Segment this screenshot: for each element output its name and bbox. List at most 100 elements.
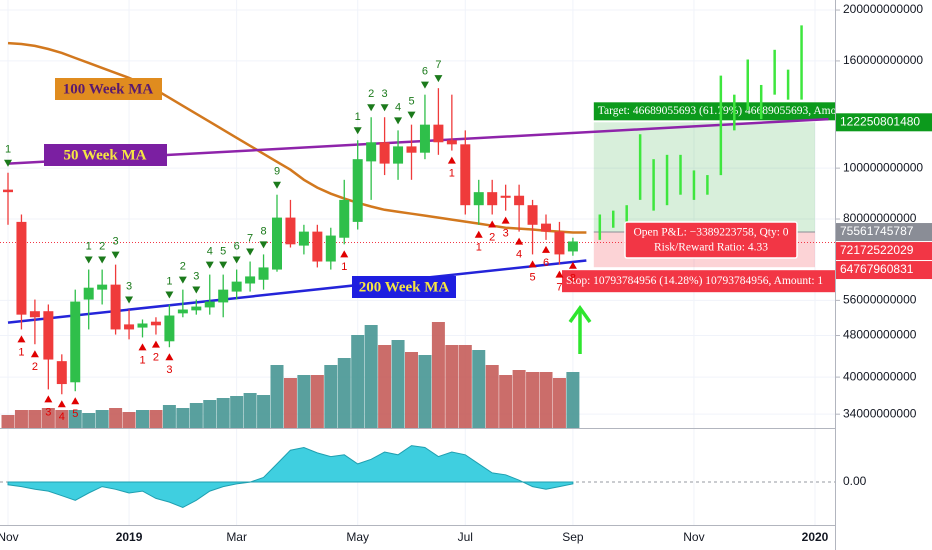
- candle-body: [97, 284, 108, 290]
- rr-text: Risk/Reward Ratio: 4.33: [654, 242, 768, 254]
- volume-bar: [230, 396, 244, 428]
- td-label: 6: [234, 240, 240, 252]
- volume-bar: [539, 372, 553, 428]
- td-triangle: [71, 397, 80, 405]
- volume-bar: [364, 325, 378, 428]
- td-triangle: [568, 261, 577, 269]
- volume-bar: [1, 415, 15, 428]
- td-label: 3: [193, 270, 199, 282]
- volume-bar: [391, 340, 405, 428]
- ma-label: 50 Week MA: [63, 147, 146, 163]
- td-triangle: [528, 260, 537, 268]
- td-triangle: [394, 117, 403, 125]
- td-triangle: [138, 343, 147, 351]
- price-label-bg: [836, 113, 932, 132]
- td-triangle: [259, 241, 268, 249]
- candle-body: [554, 231, 565, 255]
- td-triangle: [488, 220, 497, 228]
- candle-body: [541, 223, 551, 232]
- td-triangle: [447, 156, 456, 164]
- candle-body: [298, 231, 309, 246]
- td-triangle: [44, 395, 53, 403]
- td-label: 7: [247, 232, 253, 244]
- candle-body: [285, 217, 296, 245]
- td-triangle: [353, 127, 362, 135]
- x-tick-label: Sep: [562, 530, 584, 544]
- oscillator: [0, 445, 835, 509]
- price-label: 75561745787: [840, 224, 914, 238]
- td-triangle: [57, 400, 66, 408]
- td-label: 2: [180, 261, 186, 273]
- candle-body: [527, 205, 538, 225]
- td-triangle: [165, 291, 174, 299]
- td-triangle: [151, 340, 160, 348]
- td-label: 6: [543, 257, 549, 269]
- x-tick-label: May: [346, 530, 369, 544]
- td-triangle: [232, 256, 241, 264]
- candle-body: [325, 235, 336, 262]
- td-label: 2: [153, 351, 159, 363]
- volume-bar: [418, 355, 432, 428]
- td-label: 1: [18, 346, 24, 358]
- volume-bar: [351, 335, 365, 428]
- candle-body: [83, 287, 94, 300]
- td-label: 5: [72, 408, 78, 420]
- td-label: 4: [207, 245, 213, 257]
- td-label: 1: [139, 354, 145, 366]
- volume-bar: [337, 358, 351, 428]
- td-label: 8: [260, 225, 266, 237]
- candle-body: [366, 142, 377, 162]
- candle-body: [70, 301, 81, 383]
- volume-bar: [378, 345, 392, 428]
- td-triangle: [4, 159, 12, 167]
- volume-bar: [283, 378, 297, 428]
- candle-body: [272, 217, 282, 270]
- osc-tick-label: 0.00: [843, 474, 867, 488]
- candle-body: [473, 192, 484, 206]
- td-label: 3: [126, 280, 132, 292]
- volume-bar: [405, 352, 418, 428]
- volume-bar: [243, 393, 257, 428]
- volume-bar: [485, 365, 499, 428]
- y-tick-label: 34000000000: [843, 406, 917, 420]
- td-label: 4: [59, 411, 65, 423]
- td-triangle: [380, 104, 389, 112]
- volume-bar: [203, 400, 217, 428]
- ma-label-box: 50 Week MA: [44, 144, 167, 166]
- price-label-bg: [836, 242, 932, 261]
- td-triangle: [501, 216, 510, 224]
- td-label: 2: [32, 361, 38, 373]
- candle-body: [500, 195, 511, 198]
- price-label-bg: [836, 223, 932, 242]
- price-label: 72172522029: [840, 243, 914, 257]
- td-triangle: [420, 81, 429, 89]
- td-triangle: [165, 353, 174, 361]
- td-label: 7: [435, 59, 441, 71]
- td-label: 1: [86, 240, 92, 252]
- td-label: 3: [503, 228, 509, 240]
- candle-body: [258, 267, 269, 280]
- candle-body: [191, 306, 202, 311]
- candle-body: [339, 199, 350, 238]
- ma-label-bg: [352, 276, 456, 298]
- volume-bar: [41, 408, 55, 428]
- td-label: 1: [476, 242, 482, 254]
- volume-bar: [458, 345, 472, 428]
- td-label: 3: [382, 88, 388, 100]
- td-triangle: [98, 256, 107, 264]
- volume-bar: [324, 365, 338, 428]
- candle-body: [446, 140, 457, 145]
- candle-body: [487, 192, 498, 206]
- volume-bar: [257, 395, 271, 428]
- volume-bar: [499, 375, 513, 428]
- volume-bar: [109, 408, 123, 428]
- td-label: 5: [408, 96, 414, 108]
- td-label: 2: [368, 88, 374, 100]
- volume-bar: [176, 408, 190, 428]
- td-label: 7: [556, 282, 562, 294]
- target-text-bg: [593, 102, 835, 121]
- volume-bar: [552, 378, 566, 428]
- td-triangle: [515, 237, 524, 245]
- candle-body: [218, 289, 229, 303]
